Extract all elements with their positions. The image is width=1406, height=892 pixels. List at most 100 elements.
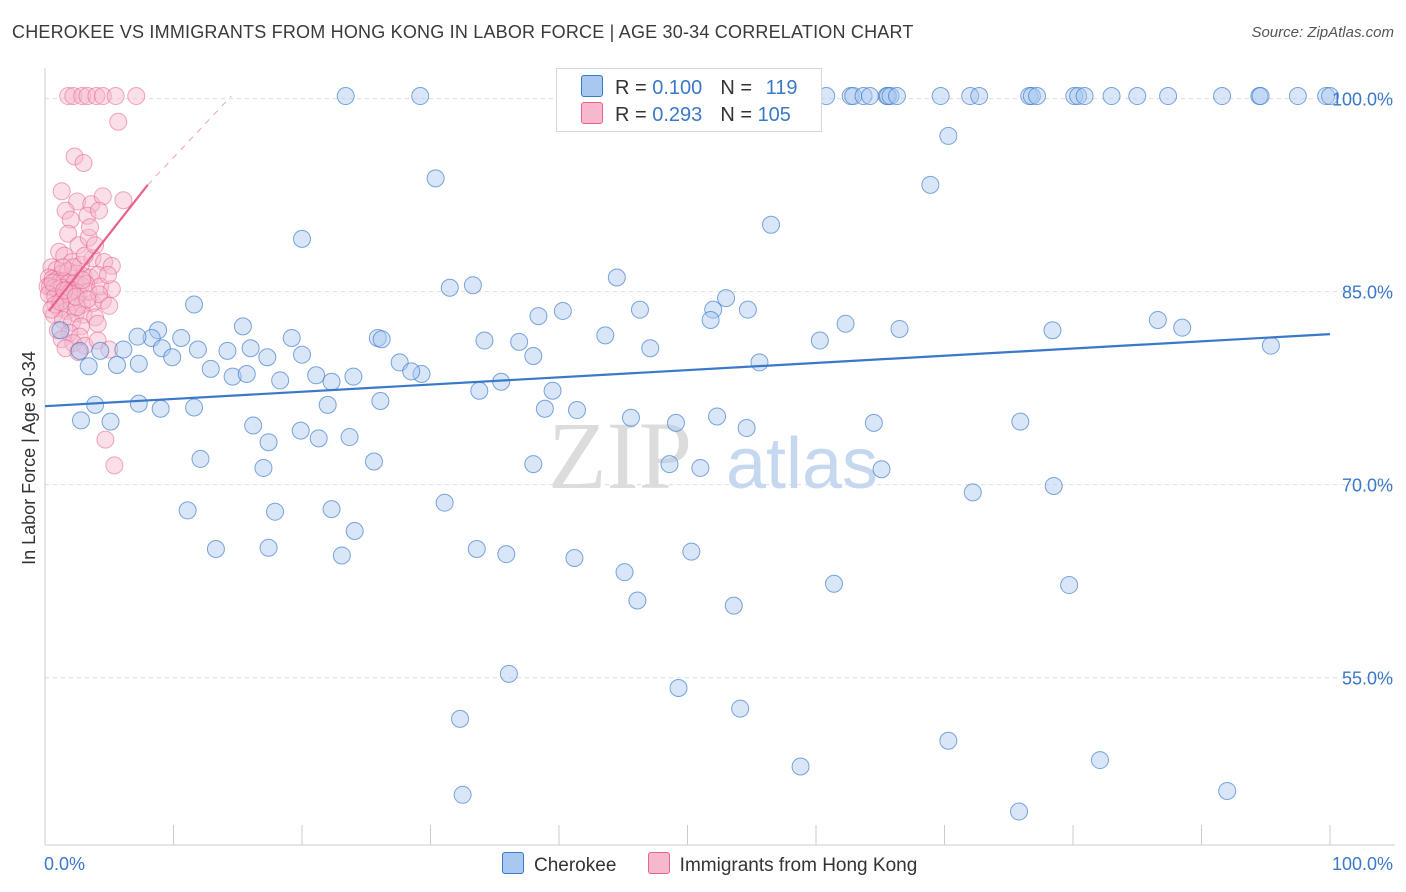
data-point-hongkong: [78, 206, 97, 225]
data-point-cherokee: [1159, 87, 1178, 106]
data-point-cherokee: [114, 340, 133, 359]
data-point-cherokee: [244, 416, 263, 435]
data-point-hongkong: [106, 87, 125, 106]
data-point-cherokee: [364, 452, 383, 471]
data-point-hongkong: [73, 271, 92, 290]
legend-r-value: 0.293: [652, 104, 703, 126]
data-point-cherokee: [791, 757, 810, 776]
data-point-cherokee: [1011, 412, 1030, 431]
data-point-cherokee: [1028, 87, 1047, 106]
data-point-cherokee: [402, 362, 421, 381]
data-point-cherokee: [201, 359, 220, 378]
data-point-cherokee: [921, 175, 940, 194]
data-point-cherokee: [1060, 576, 1079, 595]
trend-lines: [44, 95, 1331, 408]
series-label-hongkong: Immigrants from Hong Kong: [679, 855, 918, 876]
data-point-cherokee: [1321, 87, 1339, 106]
data-point-hongkong: [52, 330, 71, 349]
data-point-cherokee: [524, 455, 543, 474]
series-legend-hongkong: Immigrants from Hong Kong: [647, 852, 918, 877]
data-point-cherokee: [340, 428, 359, 447]
series-label-cherokee: Cherokee: [534, 855, 617, 876]
data-point-cherokee: [1090, 751, 1109, 770]
data-point-cherokee: [890, 319, 909, 338]
data-point-hongkong: [100, 296, 119, 315]
data-point-cherokee: [463, 276, 482, 295]
data-point-cherokee: [79, 357, 98, 376]
data-point-cherokee: [738, 300, 757, 319]
data-point-cherokee: [218, 341, 237, 360]
data-point-cherokee: [163, 348, 182, 367]
data-point-cherokee: [762, 215, 781, 234]
data-point-cherokee: [931, 87, 950, 106]
data-point-cherokee: [332, 546, 351, 565]
trend-line-hongkong: [47, 184, 149, 312]
series-swatch-hongkong: [647, 852, 670, 874]
data-point-cherokee: [1261, 336, 1280, 355]
data-point-cherokee: [467, 540, 486, 559]
data-point-cherokee: [282, 328, 301, 347]
tick-labels: 55.0% 70.0% 85.0% 100.0% 0.0% 100.0%: [44, 90, 1393, 874]
data-point-cherokee: [1213, 87, 1232, 106]
data-point-cherokee: [669, 679, 688, 697]
data-point-cherokee: [854, 87, 873, 106]
data-point-cherokee: [178, 501, 197, 520]
data-point-cherokee: [607, 268, 626, 287]
data-point-hongkong: [105, 456, 124, 475]
data-point-cherokee: [731, 699, 750, 718]
data-point-cherokee: [191, 449, 210, 468]
data-point-cherokee: [1173, 318, 1192, 337]
data-point-cherokee: [475, 331, 494, 350]
data-point-cherokee: [440, 278, 459, 297]
y-tick-label: 70.0%: [1342, 476, 1393, 496]
data-point-cherokee: [864, 413, 883, 432]
data-point-cherokee: [258, 348, 277, 367]
data-point-cherokee: [628, 591, 647, 610]
data-point-cherokee: [412, 365, 431, 383]
legend-n-label: N =: [720, 77, 758, 99]
data-point-cherokee: [565, 549, 584, 568]
data-point-cherokee: [881, 87, 900, 106]
legend-row-hongkong: R = 0.293 N = 105: [581, 102, 791, 128]
data-point-cherokee: [411, 87, 430, 106]
data-point-cherokee: [1044, 476, 1063, 495]
data-point-cherokee: [836, 314, 855, 333]
data-point-hongkong: [86, 236, 105, 255]
data-point-cherokee: [307, 366, 326, 385]
watermark-atlas: atlas: [726, 424, 878, 504]
data-point-cherokee: [223, 367, 242, 386]
y-tick-label: 100.0%: [1332, 90, 1393, 110]
trend-line-hongkong-extended: [147, 95, 232, 186]
data-point-cherokee: [206, 540, 225, 559]
legend-r-label: R =: [615, 77, 653, 99]
data-point-hongkong: [80, 218, 99, 237]
data-point-cherokee: [543, 381, 562, 400]
data-point-cherokee: [737, 419, 756, 438]
data-point-hongkong: [93, 187, 112, 206]
data-point-cherokee: [291, 421, 310, 440]
data-point-hongkong: [88, 314, 107, 333]
data-point-hongkong: [70, 327, 89, 346]
axes: [44, 68, 1395, 846]
data-point-cherokee: [1288, 87, 1307, 106]
data-point-hongkong: [100, 340, 119, 359]
data-point-cherokee: [185, 398, 204, 417]
y-tick-label: 85.0%: [1342, 283, 1393, 303]
trend-line-cherokee: [44, 333, 1331, 408]
legend-n-label: N =: [720, 104, 758, 126]
data-point-cherokee: [615, 563, 634, 582]
data-point-cherokee: [1043, 321, 1062, 340]
data-point-cherokee: [970, 87, 989, 106]
data-point-cherokee: [149, 321, 168, 340]
data-point-cherokee: [497, 545, 516, 564]
data-point-cherokee: [621, 408, 640, 427]
data-point-hongkong: [73, 87, 92, 106]
data-point-cherokee: [596, 326, 615, 345]
data-point-hongkong: [59, 224, 78, 243]
data-point-cherokee: [1075, 87, 1094, 106]
data-point-cherokee: [322, 372, 341, 391]
data-point-cherokee: [1022, 87, 1041, 106]
data-point-cherokee: [129, 354, 148, 373]
data-point-hongkong: [87, 87, 106, 106]
data-point-cherokee: [426, 169, 445, 188]
